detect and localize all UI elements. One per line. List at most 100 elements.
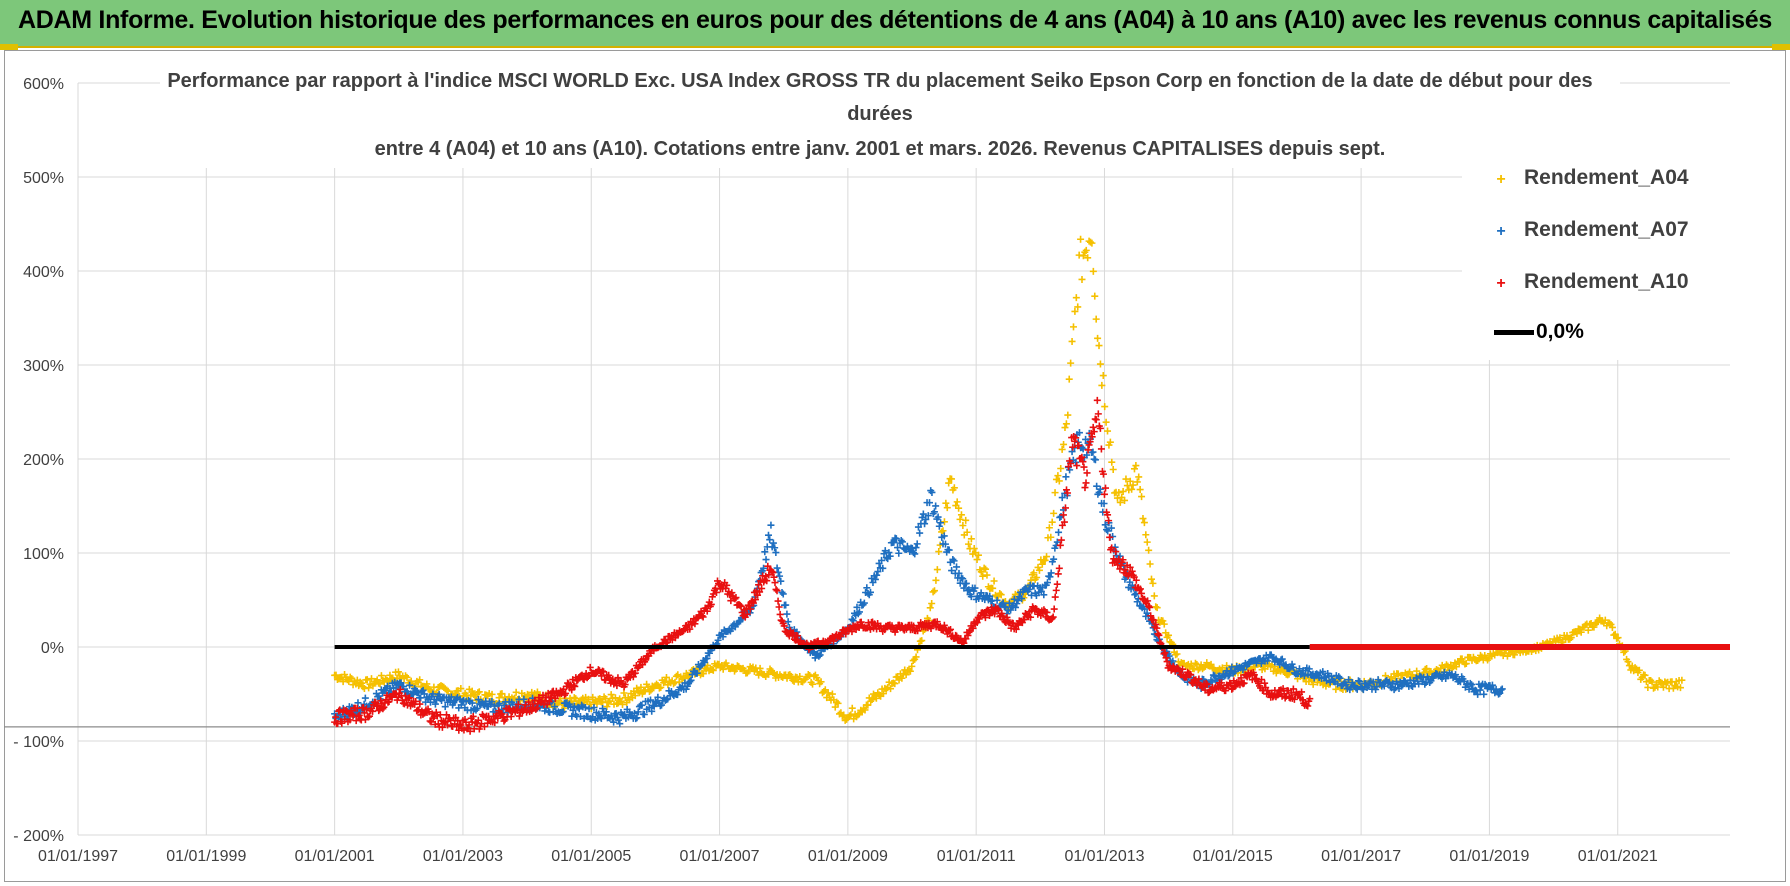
point-a04 <box>1218 664 1226 672</box>
point-a07 <box>922 515 930 523</box>
point-a10 <box>1048 614 1056 622</box>
point-a04 <box>831 703 839 711</box>
point-a04 <box>363 676 371 684</box>
point-a07 <box>1239 666 1247 674</box>
point-a10 <box>768 568 776 576</box>
point-a07 <box>766 536 774 544</box>
point-a04 <box>935 548 943 556</box>
point-a07 <box>1046 573 1054 581</box>
point-a10 <box>1073 462 1081 470</box>
point-a07 <box>431 700 439 708</box>
point-a10 <box>1027 613 1035 621</box>
point-a04 <box>699 670 707 678</box>
point-a07 <box>435 690 443 698</box>
point-a04 <box>498 690 506 698</box>
point-a07 <box>873 571 881 579</box>
point-a04 <box>601 695 609 703</box>
point-a04 <box>1191 659 1199 667</box>
point-a07 <box>576 712 584 720</box>
point-a07 <box>960 584 968 592</box>
point-a10 <box>731 595 739 603</box>
point-a04 <box>932 576 940 584</box>
point-a07 <box>762 556 770 564</box>
point-a10 <box>1088 433 1096 441</box>
point-a07 <box>764 531 772 539</box>
point-a04 <box>940 518 948 526</box>
point-a10 <box>532 705 540 713</box>
point-a07 <box>773 564 781 572</box>
title-backdrop <box>160 64 1620 168</box>
point-a07 <box>575 705 583 713</box>
point-a07 <box>397 679 405 687</box>
point-a10 <box>1250 671 1258 679</box>
point-a07 <box>719 633 727 641</box>
point-a04 <box>356 678 364 686</box>
point-a10 <box>605 671 613 679</box>
point-a07 <box>784 618 792 626</box>
legend-label-a10: Rendement_A10 <box>1524 270 1689 293</box>
point-a07 <box>638 701 646 709</box>
point-a07 <box>468 699 476 707</box>
point-a10 <box>427 718 435 726</box>
point-a04 <box>1055 477 1063 485</box>
point-a07 <box>1102 526 1110 534</box>
point-a10 <box>1055 564 1063 572</box>
point-a04 <box>1072 294 1080 302</box>
point-a04 <box>891 680 899 688</box>
point-a10 <box>736 601 744 609</box>
point-a04 <box>1077 235 1085 243</box>
point-a07 <box>1072 458 1080 466</box>
point-a04 <box>604 698 612 706</box>
point-a04 <box>709 666 717 674</box>
point-a04 <box>1152 603 1160 611</box>
point-a04 <box>942 499 950 507</box>
point-a10 <box>1081 484 1089 492</box>
y-tick-label: 400% <box>23 264 64 281</box>
point-a04 <box>1147 575 1155 583</box>
point-a04 <box>868 696 876 704</box>
x-tick-label: 01/01/2005 <box>551 848 631 865</box>
point-a04 <box>1452 663 1460 671</box>
point-a07 <box>1407 682 1415 690</box>
point-a10 <box>940 621 948 629</box>
point-a10 <box>1069 443 1077 451</box>
point-a07 <box>1040 591 1048 599</box>
point-a07 <box>1334 680 1342 688</box>
point-a10 <box>406 694 414 702</box>
point-a04 <box>584 695 592 703</box>
point-a04 <box>1116 498 1124 506</box>
point-a04 <box>367 675 375 683</box>
point-a04 <box>1132 462 1140 470</box>
point-a10 <box>1145 602 1153 610</box>
point-a07 <box>769 539 777 547</box>
point-a07 <box>761 548 769 556</box>
point-a04 <box>1099 372 1107 380</box>
point-a04 <box>817 678 825 686</box>
point-a04 <box>637 683 645 691</box>
point-a04 <box>376 680 384 688</box>
point-a04 <box>1135 473 1143 481</box>
point-a04 <box>1149 579 1157 587</box>
legend-entry-a10: + Rendement_A10 <box>1490 270 1689 300</box>
point-a10 <box>631 669 639 677</box>
point-a10 <box>1051 593 1059 601</box>
point-a10 <box>1064 489 1072 497</box>
banner-corner-right <box>1772 44 1790 50</box>
point-a07 <box>1005 599 1013 607</box>
point-a07 <box>848 615 856 623</box>
point-a04 <box>967 535 975 543</box>
point-a07 <box>913 540 921 548</box>
point-a07 <box>782 601 790 609</box>
point-a04 <box>1089 267 1097 275</box>
point-a07 <box>1083 451 1091 459</box>
point-a10 <box>443 711 451 719</box>
point-a10 <box>1163 658 1171 666</box>
point-a07 <box>1289 663 1297 671</box>
point-a07 <box>1062 473 1070 481</box>
point-a07 <box>608 715 616 723</box>
point-a10 <box>1097 445 1105 453</box>
point-a10 <box>699 613 707 621</box>
point-a04 <box>1129 481 1137 489</box>
point-a10 <box>780 622 788 630</box>
point-a04 <box>1556 634 1564 642</box>
